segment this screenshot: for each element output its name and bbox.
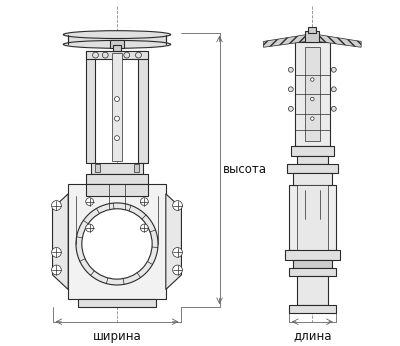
Bar bbox=[112, 53, 122, 161]
Bar bbox=[94, 164, 100, 172]
Bar bbox=[78, 299, 156, 307]
Circle shape bbox=[310, 97, 314, 101]
Circle shape bbox=[102, 52, 108, 58]
Bar bbox=[308, 27, 316, 33]
Circle shape bbox=[288, 67, 293, 72]
Circle shape bbox=[92, 52, 98, 58]
Bar bbox=[297, 276, 328, 305]
Circle shape bbox=[114, 136, 120, 140]
Polygon shape bbox=[264, 35, 306, 47]
Circle shape bbox=[52, 247, 61, 257]
Polygon shape bbox=[318, 35, 361, 47]
Text: ширина: ширина bbox=[93, 329, 141, 343]
Circle shape bbox=[52, 201, 61, 210]
Ellipse shape bbox=[63, 31, 171, 38]
Circle shape bbox=[331, 87, 336, 92]
Bar bbox=[289, 185, 336, 251]
Bar bbox=[306, 31, 319, 43]
Bar bbox=[86, 51, 148, 59]
Circle shape bbox=[140, 224, 148, 232]
Polygon shape bbox=[166, 194, 182, 290]
Circle shape bbox=[310, 117, 314, 120]
Bar bbox=[291, 146, 334, 156]
Bar bbox=[289, 305, 336, 313]
Bar bbox=[110, 40, 124, 48]
Circle shape bbox=[173, 247, 182, 257]
Bar bbox=[113, 45, 121, 51]
Circle shape bbox=[86, 224, 94, 232]
Circle shape bbox=[82, 209, 152, 279]
Circle shape bbox=[140, 198, 148, 206]
Polygon shape bbox=[52, 194, 68, 290]
Bar bbox=[293, 260, 332, 268]
Bar bbox=[91, 163, 143, 174]
Circle shape bbox=[310, 78, 314, 81]
Circle shape bbox=[288, 87, 293, 92]
Bar bbox=[68, 184, 166, 299]
Circle shape bbox=[331, 106, 336, 111]
Circle shape bbox=[114, 116, 120, 121]
Bar bbox=[293, 173, 332, 185]
Bar bbox=[68, 35, 166, 44]
Circle shape bbox=[76, 203, 158, 285]
Circle shape bbox=[52, 265, 61, 275]
Bar bbox=[86, 174, 148, 184]
Bar bbox=[134, 164, 140, 172]
Bar bbox=[304, 47, 320, 141]
Bar bbox=[289, 268, 336, 276]
Text: длина: длина bbox=[293, 329, 332, 343]
Bar bbox=[138, 51, 148, 163]
Circle shape bbox=[173, 265, 182, 275]
Bar bbox=[287, 164, 338, 173]
Text: высота: высота bbox=[222, 163, 266, 176]
Circle shape bbox=[173, 201, 182, 210]
Bar bbox=[285, 251, 340, 260]
Circle shape bbox=[136, 52, 142, 58]
Circle shape bbox=[331, 67, 336, 72]
Circle shape bbox=[86, 198, 94, 206]
Bar bbox=[297, 156, 328, 164]
Bar bbox=[295, 43, 330, 146]
Circle shape bbox=[114, 97, 120, 101]
Circle shape bbox=[124, 52, 130, 58]
Bar bbox=[86, 184, 148, 196]
Circle shape bbox=[288, 106, 293, 111]
Bar bbox=[297, 185, 328, 251]
Ellipse shape bbox=[63, 40, 171, 48]
Bar bbox=[86, 51, 96, 163]
